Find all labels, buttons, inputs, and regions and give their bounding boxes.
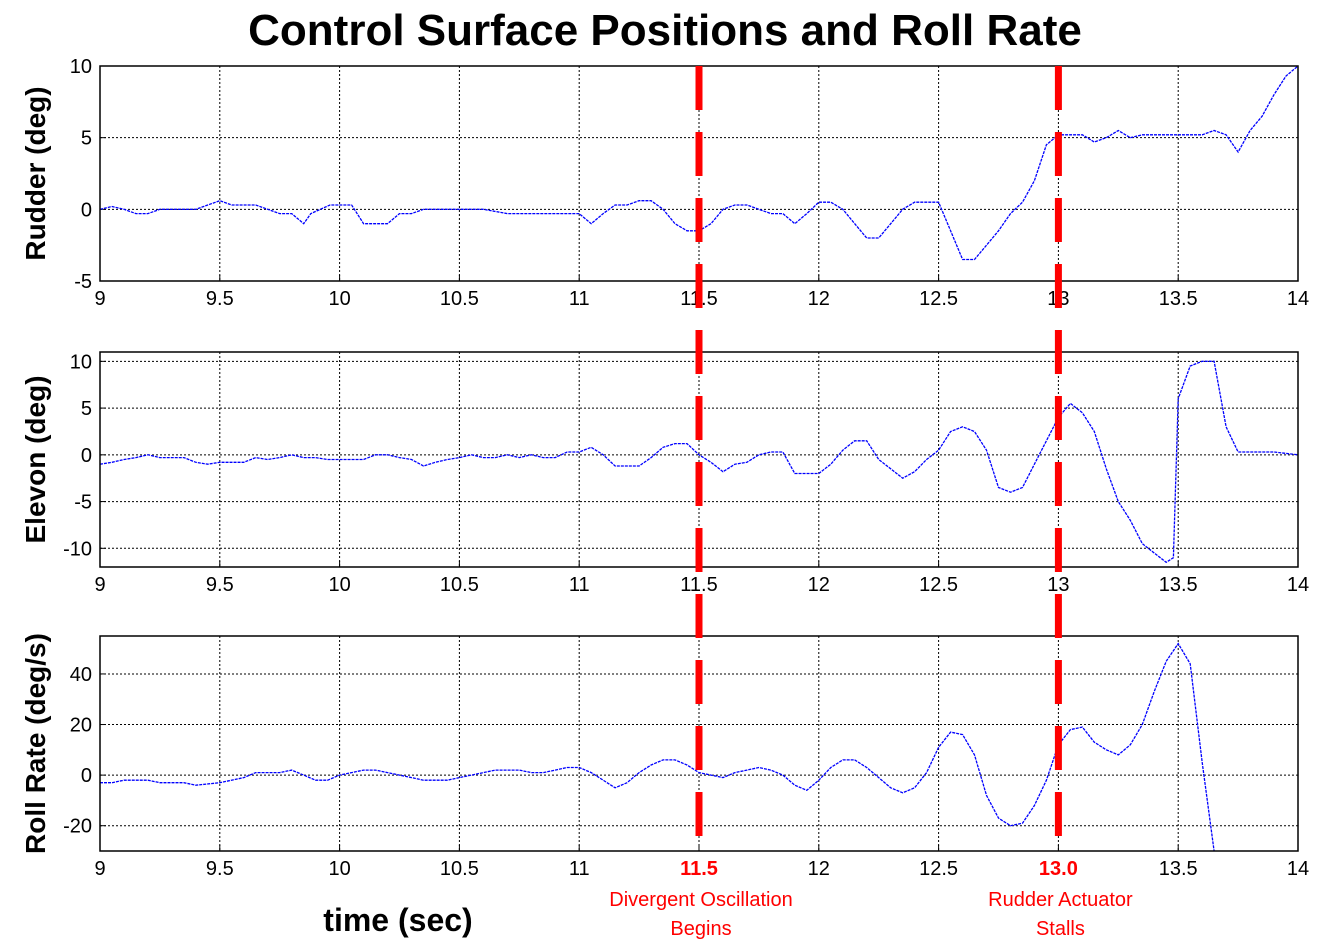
series-line [100,360,1298,564]
x-tick-label: 11 [569,574,590,596]
label-mask [677,857,721,881]
x-tick-label: 9.5 [206,574,234,596]
x-tick-label: 12 [808,858,830,880]
chart-panel-2: 9 9.5 10 10.5 11 11.5 12 12.5 13 13.5 14 -10 -5 0 5 10 E… [20,351,1309,596]
y-tick-label: -5 [74,271,92,293]
x-tick-label: 9.5 [206,858,234,880]
event-note-line2: Stalls [1036,918,1085,940]
x-tick-label: 14 [1287,858,1309,880]
y-tick-label: 40 [70,664,92,686]
y-tick-label: 10 [70,351,92,373]
chart-title: Control Surface Positions and Roll Rate [248,6,1082,55]
x-tick-label: 11.5 [680,574,717,596]
y-tick-label: 0 [81,445,92,467]
event-note-line2: Begins [670,918,731,940]
x-tick-label: 10 [328,574,350,596]
x-tick-label: 13.5 [1159,288,1198,310]
chart-panels: 9 9.5 10 10.5 11 11.5 12 12.5 13 13.5 14 -5 0 5 10 Rudd… [20,56,1309,938]
y-tick-label: -10 [63,538,92,560]
y-tick-label: 5 [81,128,92,150]
x-tick-label: 10.5 [440,574,479,596]
x-tick-label: 12 [808,574,830,596]
event-note-line1: Rudder Actuator [988,889,1133,911]
x-tick-label: 14 [1287,288,1309,310]
x-tick-label: 13.5 [1159,574,1198,596]
x-tick-label: 13.5 [1159,858,1198,880]
x-tick-label: 14 [1287,574,1309,596]
x-tick-label: 10 [328,288,350,310]
y-tick-label: 0 [81,199,92,221]
event-note-line1: Divergent Oscillation [609,889,792,911]
x-tick-label: 10.5 [440,288,479,310]
y-tick-label: 10 [70,56,92,78]
x-axis-title: time (sec) [323,902,472,938]
x-tick-label: 9 [94,858,105,880]
y-tick-label: -20 [63,816,92,838]
y-tick-label: 5 [81,398,92,420]
x-tick-label: 11 [569,858,590,880]
event-marker-label: 13.0 [1039,858,1078,880]
x-tick-label: 9 [94,574,105,596]
x-tick-label: 11 [569,288,590,310]
x-tick-label: 12.5 [919,288,958,310]
event-marker-label: 11.5 [680,858,718,880]
y-tick-label: 20 [70,715,92,737]
x-tick-label: 13 [1047,574,1069,596]
chart-panel-1: 99.51010.51111.51212.51313.514-50510Rudd… [20,56,1309,310]
y-axis-title: Elevon (deg) [20,375,51,543]
series-line [100,66,1298,261]
x-tick-label: 9 [94,288,105,310]
series-line [100,642,1215,851]
x-tick-label: 10.5 [440,858,479,880]
x-tick-label: 12.5 [919,574,958,596]
x-tick-label: 9.5 [206,288,234,310]
y-axis-title: Rudder (deg) [20,86,51,260]
y-tick-label: -5 [74,492,92,514]
event-markers: 11.5 Divergent Oscillation Begins 13.0 Rudde… [609,66,1133,940]
y-axis-title: Roll Rate (deg/s) [20,633,51,854]
x-tick-label: 12 [808,288,830,310]
y-tick-label: 0 [81,765,92,787]
label-mask [1036,857,1081,881]
x-tick-label: 10 [328,858,350,880]
x-tick-label: 12.5 [919,858,958,880]
